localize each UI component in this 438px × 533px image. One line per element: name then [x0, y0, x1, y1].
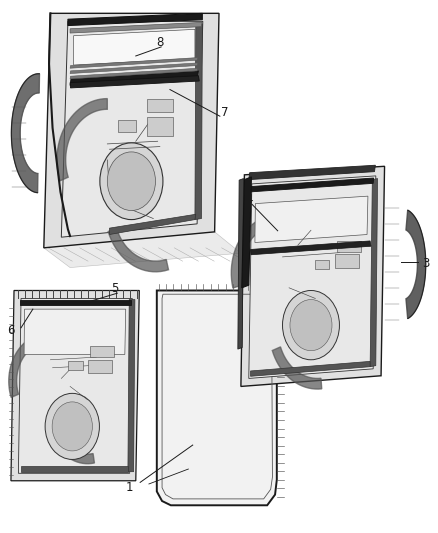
Polygon shape	[370, 179, 378, 367]
Polygon shape	[249, 165, 375, 180]
Polygon shape	[251, 361, 370, 376]
Polygon shape	[195, 24, 202, 220]
Text: 3: 3	[422, 257, 429, 270]
Circle shape	[107, 152, 155, 211]
Polygon shape	[70, 63, 198, 74]
Polygon shape	[238, 179, 244, 349]
Polygon shape	[242, 177, 251, 288]
Text: 7: 7	[220, 107, 228, 119]
Polygon shape	[68, 13, 202, 26]
Polygon shape	[11, 290, 139, 481]
Bar	[68, 361, 83, 370]
Polygon shape	[18, 298, 132, 473]
Text: 8: 8	[156, 36, 163, 49]
Polygon shape	[108, 228, 169, 272]
Bar	[147, 99, 173, 112]
Circle shape	[283, 290, 339, 360]
Polygon shape	[57, 99, 107, 181]
Polygon shape	[251, 178, 374, 192]
Polygon shape	[24, 309, 126, 354]
Polygon shape	[50, 429, 95, 464]
Text: 5: 5	[111, 282, 118, 295]
Polygon shape	[74, 29, 195, 65]
Polygon shape	[128, 300, 135, 472]
Polygon shape	[70, 76, 199, 88]
Polygon shape	[9, 333, 48, 398]
Polygon shape	[70, 71, 198, 85]
Circle shape	[52, 402, 92, 451]
Text: 1: 1	[125, 481, 133, 494]
Polygon shape	[21, 466, 128, 472]
Bar	[88, 360, 112, 373]
Polygon shape	[157, 290, 277, 505]
Bar	[335, 254, 359, 268]
Polygon shape	[272, 347, 322, 389]
Circle shape	[45, 393, 99, 459]
Text: 4: 4	[245, 193, 253, 206]
Bar	[147, 117, 173, 136]
Circle shape	[100, 143, 163, 220]
Polygon shape	[70, 68, 198, 79]
Polygon shape	[249, 176, 376, 378]
Polygon shape	[110, 214, 196, 235]
Polygon shape	[241, 166, 385, 386]
Text: 6: 6	[7, 324, 15, 337]
Polygon shape	[44, 13, 219, 248]
Bar	[90, 346, 114, 357]
Polygon shape	[11, 74, 39, 193]
Bar	[337, 241, 361, 252]
Bar	[118, 120, 136, 132]
Polygon shape	[70, 22, 202, 33]
Polygon shape	[251, 241, 371, 255]
Bar	[315, 260, 329, 269]
Polygon shape	[255, 196, 368, 243]
Circle shape	[290, 300, 332, 351]
Polygon shape	[231, 214, 279, 288]
Polygon shape	[70, 58, 198, 68]
Polygon shape	[44, 232, 241, 268]
Polygon shape	[406, 210, 426, 319]
Polygon shape	[20, 300, 131, 305]
Polygon shape	[61, 21, 203, 237]
